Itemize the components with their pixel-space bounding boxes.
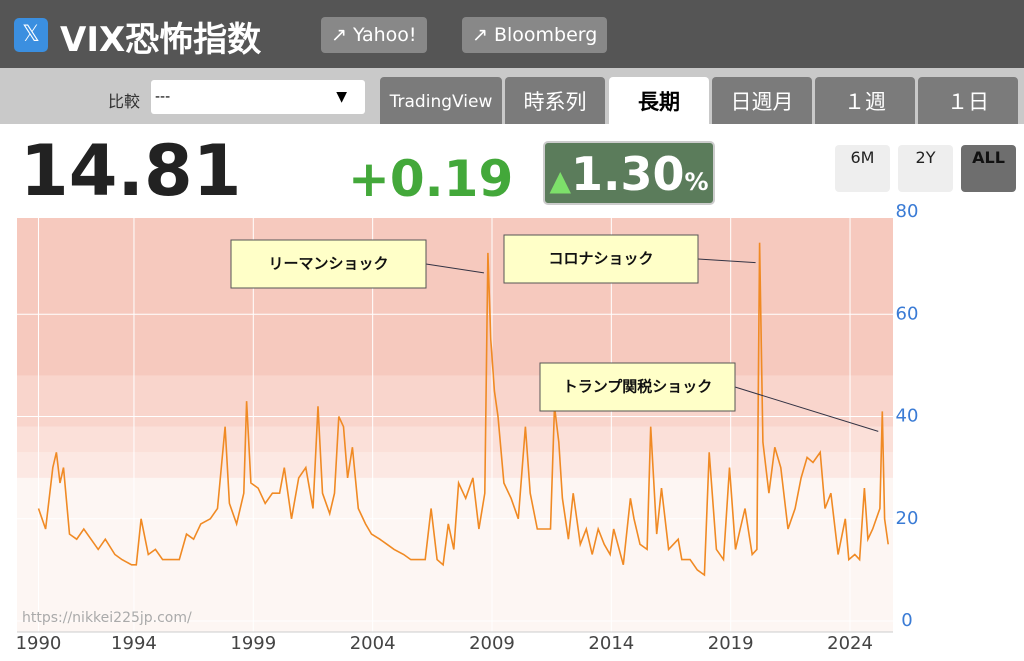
link-text: Yahoo!: [352, 24, 417, 46]
tab[interactable]: １日: [918, 77, 1018, 124]
tab[interactable]: 時系列: [505, 77, 605, 124]
change-percent-box: ▲1.30%: [543, 141, 715, 205]
compare-label: 比較: [108, 92, 141, 111]
y-tick-label: 80: [896, 201, 919, 222]
x-tick-label: 2024: [827, 633, 873, 654]
bloomberg-link[interactable]: ↗ Bloomberg: [462, 17, 608, 53]
vix-line: [37, 242, 889, 577]
annotation-leader: [425, 263, 485, 274]
y-tick-label: 20: [896, 508, 919, 529]
annotation-box: [539, 362, 736, 412]
x-tick-label: 2014: [588, 633, 634, 654]
percent-sign: %: [684, 168, 709, 196]
tab[interactable]: 日週月: [712, 77, 812, 124]
range-button[interactable]: 2Y: [898, 145, 953, 192]
x-tick-label: 1999: [230, 633, 276, 654]
x-tick-label: 1994: [111, 633, 157, 654]
x-tick-label: 2009: [469, 633, 515, 654]
x-tick-label: 1990: [16, 633, 62, 654]
x-share-icon[interactable]: 𝕏: [14, 18, 48, 52]
x-tick-label: 2019: [708, 633, 754, 654]
y-tick-label: 60: [896, 303, 919, 324]
tab[interactable]: TradingView: [380, 77, 502, 124]
tab[interactable]: 長期: [609, 77, 709, 124]
threshold-band: [17, 426, 893, 453]
x-tick-label: 2004: [350, 633, 396, 654]
change: +0.19: [348, 150, 514, 208]
threshold-band: [17, 452, 893, 478]
range-button[interactable]: 6M: [835, 145, 890, 192]
watermark: https://nikkei225jp.com/: [22, 610, 192, 626]
compare-select[interactable]: ---: [151, 80, 365, 114]
change-percent: 1.30: [571, 147, 685, 201]
y-tick-label: 0: [901, 610, 912, 631]
yahoo-link[interactable]: ↗ Yahoo!: [321, 17, 427, 53]
annotation-text: コロナショック: [548, 250, 653, 268]
range-button[interactable]: ALL: [961, 145, 1016, 192]
y-tick-label: 40: [896, 406, 919, 427]
link-text: Bloomberg: [493, 24, 598, 46]
annotation-leader: [734, 386, 879, 432]
threshold-band: [17, 218, 893, 376]
annotation-box: [230, 239, 427, 289]
annotation-leader: [697, 258, 756, 264]
page-title: VIX恐怖指数: [60, 20, 262, 60]
annotation-text: トランプ関税ショック: [563, 378, 713, 396]
price: 14.81: [20, 130, 242, 212]
annotation-box: [503, 234, 699, 284]
tab[interactable]: １週: [815, 77, 915, 124]
threshold-band: [17, 375, 893, 427]
annotation-text: リーマンショック: [268, 255, 388, 273]
